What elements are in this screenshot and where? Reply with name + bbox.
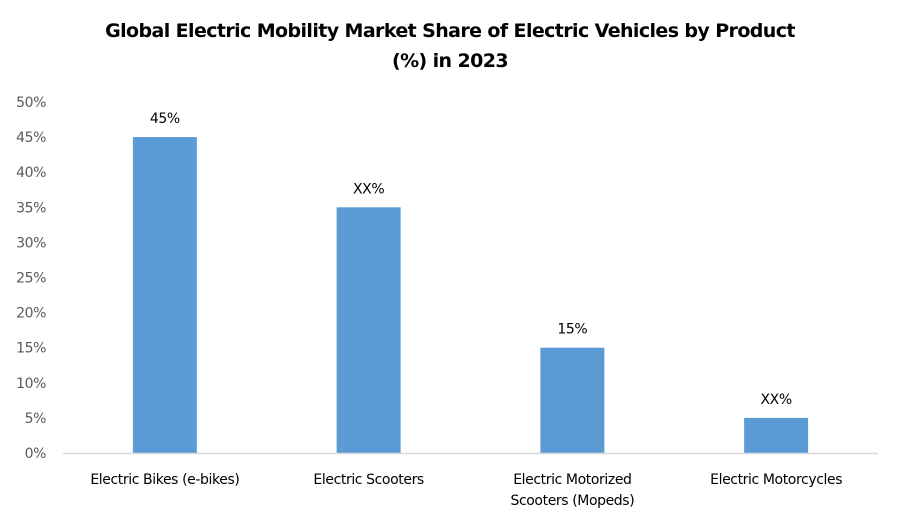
y-tick-label: 20% — [16, 306, 46, 322]
x-tick-label: Electric Motorized Scooters (Mopeds) — [510, 472, 634, 509]
x-tick-label: Electric Scooters — [313, 472, 424, 488]
bars — [132, 137, 809, 453]
data-label: XX% — [760, 392, 791, 408]
y-tick-label: 35% — [16, 200, 46, 216]
chart-title-line-1: Global Electric Mobility Market Share of… — [105, 20, 795, 42]
chart-title: Global Electric Mobility Market Share of… — [0, 16, 900, 76]
x-axis-labels: Electric Bikes (e-bikes) Electric Scooter… — [90, 472, 842, 509]
data-label: 15% — [557, 322, 587, 338]
bar — [540, 347, 605, 453]
bar — [744, 417, 809, 453]
bar — [132, 137, 197, 453]
y-tick-label: 50% — [16, 95, 46, 111]
y-tick-label: 40% — [16, 165, 46, 181]
data-label: 45% — [150, 111, 180, 127]
y-tick-label: 0% — [25, 446, 47, 462]
y-tick-label: 5% — [25, 411, 47, 427]
x-tick-label: Electric Bikes (e-bikes) — [90, 472, 239, 488]
x-tick-label: Electric Motorcycles — [710, 472, 842, 488]
y-tick-label: 45% — [16, 130, 46, 146]
y-tick-label: 10% — [16, 376, 46, 392]
y-axis: 0% 5% 10% 15% 20% 25% 30% 35% 40% 45% 50% — [16, 95, 46, 462]
data-label: XX% — [353, 181, 384, 197]
y-tick-label: 15% — [16, 341, 46, 357]
y-tick-label: 25% — [16, 271, 46, 287]
y-tick-label: 30% — [16, 235, 46, 251]
chart-title-line-2: (%) in 2023 — [392, 50, 509, 72]
data-labels: 45% XX% 15% XX% — [150, 111, 792, 408]
bar — [336, 207, 401, 453]
